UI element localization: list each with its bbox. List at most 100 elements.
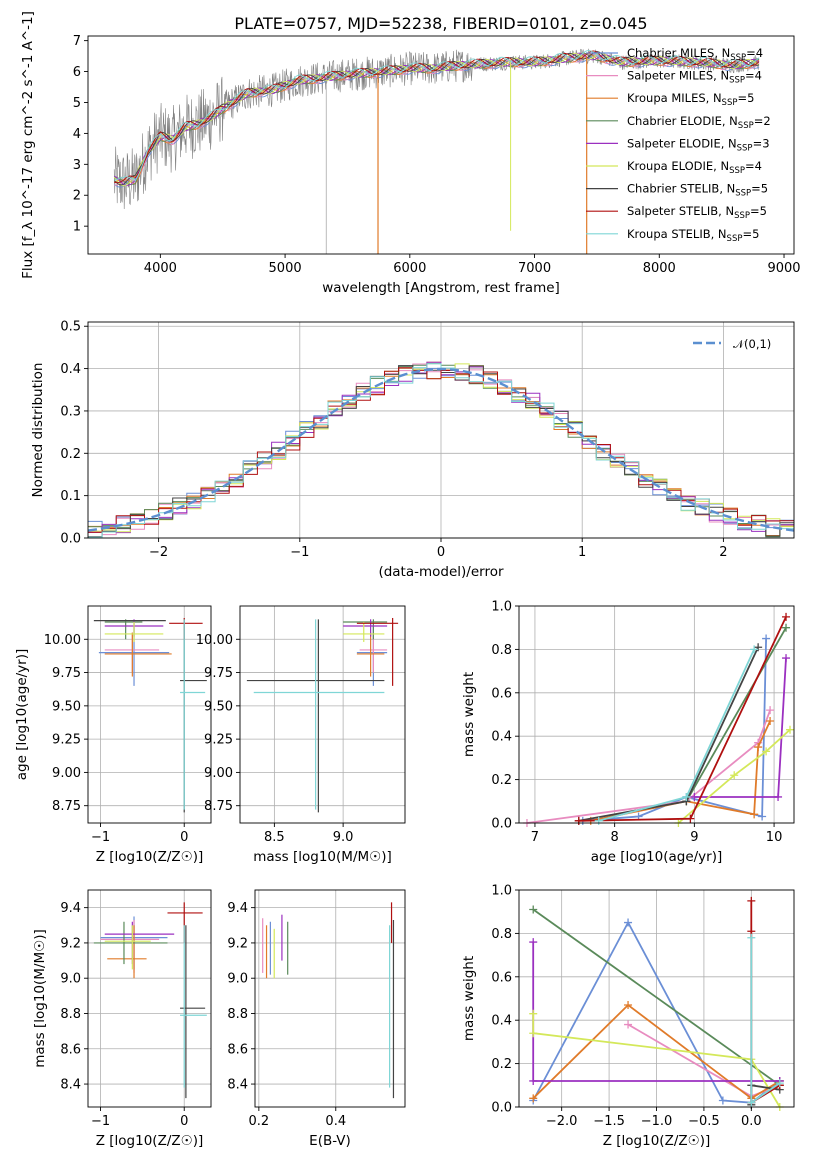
x-tick-label: 2: [719, 545, 727, 560]
y-tick-label: 9.0: [227, 972, 248, 987]
y-tick-label: 1.0: [491, 884, 512, 899]
y-tick-label: 9.00: [52, 766, 81, 781]
weight-line-salpeter_stelib: [750, 900, 781, 1105]
y-tick-label: 0.6: [491, 970, 512, 985]
weight-point-salpeter_stelib: [782, 612, 791, 621]
x-tick-label: 9: [690, 830, 698, 845]
histogram-salpeter_stelib: [88, 367, 794, 533]
y-tick-label: 9.50: [52, 699, 81, 714]
x-tick-label: −1.5: [593, 1114, 625, 1129]
y-tick-label: 9.2: [60, 936, 81, 951]
weight-point-kroupa_stelib: [747, 1098, 756, 1107]
y-axis-label: mass weight: [461, 672, 477, 757]
y-tick-label: 8.6: [60, 1042, 81, 1057]
legend-label: Salpeter ELODIE, NSSP=3: [627, 136, 770, 153]
y-tick-label: 0.4: [491, 1014, 512, 1029]
model-spectrum-chabrier_miles: [113, 53, 760, 188]
weight-point-kroupa_stelib: [775, 1079, 784, 1088]
x-axis-label: Z [log10(Z/Z☉)]: [96, 849, 204, 865]
weight-line-kroupa_elodie: [532, 1013, 781, 1108]
weight-point-kroupa_elodie: [730, 771, 739, 780]
x-tick-label: −1: [91, 830, 110, 845]
x-tick-label: 7000: [518, 261, 551, 276]
weight-point-kroupa_stelib: [750, 645, 759, 654]
chart-age_vs_Z: −1 0 8.75 9.00 9.25 9.50 9.75 10.00 Z [log10(Z/Z…: [14, 605, 212, 865]
y-tick-label: 0.8: [491, 927, 512, 942]
weight-point-salpeter_miles: [766, 706, 775, 715]
y-tick-label: 9.2: [227, 936, 248, 951]
y-tick-label: 0.4: [60, 362, 81, 377]
spectrum-plot-area: [113, 48, 760, 254]
y-tick-label: 0.1: [60, 489, 81, 504]
weight-line-chabrier_elodie: [685, 627, 787, 802]
weight-point-kroupa_stelib: [682, 792, 691, 801]
weight-point-kroupa_elodie: [529, 1009, 538, 1018]
y-tick-label: 0.5: [60, 320, 81, 335]
y-tick-label: 0.0: [60, 532, 81, 547]
y-tick-label: 0.3: [60, 404, 81, 419]
chart-mass_vs_ebv: 0.2 0.4 8.4 8.6 8.8 9.0 9.2 9.4 E(B-V): [227, 889, 406, 1149]
x-tick-label: 9.0: [333, 830, 354, 845]
x-tick-label: 9000: [767, 261, 800, 276]
x-axis-label: mass [log10(M/M☉)]: [253, 849, 392, 865]
chart-massweight_vs_Z: −2.0 −1.5 −1.0 −0.5 0.0 0.0 0.2 0.4 0.6 0.8 1.0 Z […: [461, 884, 795, 1149]
weight-line-kroupa_elodie: [677, 729, 791, 824]
weight-point-chabrier_miles: [762, 634, 771, 643]
x-tick-label: 1: [578, 545, 586, 560]
weight-point-kroupa_stelib: [594, 816, 603, 825]
legend-label: Chabrier ELODIE, NSSP=2: [627, 114, 771, 131]
data-spectrum-line: [113, 48, 760, 210]
weight-point-salpeter_miles: [624, 1020, 633, 1029]
x-axis-label: wavelength [Angstrom, rest frame]: [322, 280, 560, 296]
x-axis-label: E(B-V): [309, 1133, 351, 1149]
x-tick-label: 8: [611, 830, 619, 845]
x-tick-label: 8.5: [264, 830, 285, 845]
x-tick-label: 0.2: [249, 1114, 270, 1129]
legend-label: Kroupa STELIB, NSSP=5: [627, 227, 759, 244]
weight-point-chabrier_miles: [624, 918, 633, 927]
weight-point-salpeter_elodie: [782, 654, 791, 663]
chart-mass_vs_Z: −1 0 8.4 8.6 8.8 9.0 9.2 9.4 Z [log10(Z/Z☉)] mass…: [32, 889, 212, 1149]
x-tick-label: −1: [290, 545, 309, 560]
y-tick-label: 8.8: [227, 1007, 248, 1022]
y-tick-label: 9.75: [204, 666, 233, 681]
legend-label: Salpeter STELIB, NSSP=5: [627, 204, 767, 221]
x-axis-label: (data-model)/error: [378, 564, 504, 580]
axes-frame: [87, 889, 212, 1108]
legend-label: Kroupa MILES, NSSP=5: [627, 91, 754, 108]
y-tick-label: 0.8: [491, 643, 512, 658]
x-tick-label: 0.0: [741, 1114, 762, 1129]
chart-residuals: 𝒩(0,1) −2 −1 0 1 2 0.0 0.1 0.2 0.3 0.4 0.5 (data-mod…: [30, 320, 795, 580]
y-tick-label: 5: [73, 96, 81, 111]
y-axis-label: mass weight: [461, 956, 477, 1041]
x-tick-label: −0.5: [688, 1114, 720, 1129]
x-tick-label: −1.0: [641, 1114, 673, 1129]
weight-point-kroupa_stelib: [747, 933, 756, 942]
axes-frame: [87, 605, 212, 824]
weight-point-salpeter_elodie: [529, 938, 538, 947]
weight-line-salpeter_miles: [526, 709, 771, 824]
y-tick-label: 10.00: [196, 633, 233, 648]
weight-point-kroupa_miles: [750, 810, 759, 819]
x-tick-label: −2: [149, 545, 168, 560]
y-tick-label: 8.4: [227, 1078, 248, 1093]
y-tick-label: 1: [73, 220, 81, 235]
chart-spectrum: Chabrier MILES, NSSP=4 Salpeter MILES, NS…: [20, 11, 801, 296]
weight-point-kroupa_miles: [529, 1094, 538, 1103]
x-tick-label: −2.0: [546, 1114, 578, 1129]
y-axis-label: age [log10(age/yr)]: [14, 649, 30, 781]
y-tick-label: 8.75: [204, 799, 233, 814]
y-tick-label: 2: [73, 189, 81, 204]
x-tick-label: 0: [437, 545, 445, 560]
axes-frame: [87, 35, 795, 255]
weight-point-kroupa_elodie: [529, 1029, 538, 1038]
model-spectrum-salpeter_elodie: [113, 52, 760, 186]
y-tick-label: 0.2: [491, 1057, 512, 1072]
weight-point-salpeter_stelib: [747, 896, 756, 905]
y-tick-label: 3: [73, 158, 81, 173]
x-tick-label: −1: [91, 1114, 110, 1129]
histogram-kroupa_stelib: [88, 363, 794, 538]
y-tick-label: 9.25: [52, 733, 81, 748]
y-axis-label: Flux [f_λ 10^-17 erg cm^-2 s^-1 A^-1]: [20, 11, 36, 279]
